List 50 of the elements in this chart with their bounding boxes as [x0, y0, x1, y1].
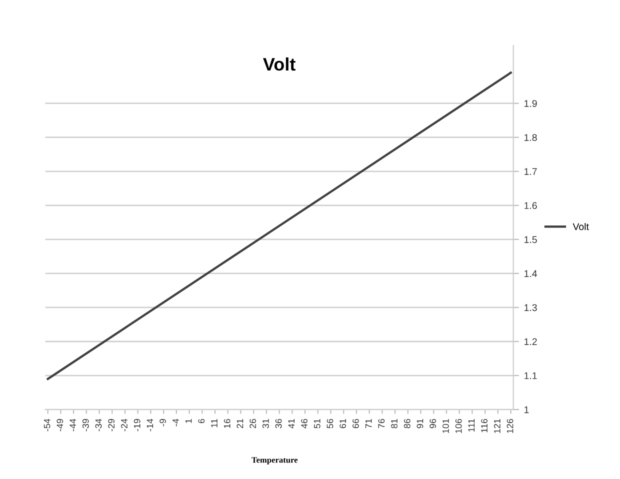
x-tick-label: 11: [211, 419, 218, 428]
x-tick-label: 121: [494, 419, 500, 433]
x-tick-label: 16: [224, 418, 230, 428]
x-tick-label: 76: [378, 418, 385, 428]
x-tick-label: 6: [198, 418, 205, 424]
x-tick-label: 126: [506, 418, 514, 433]
y-tick-label: 1.8: [524, 134, 537, 141]
x-tick-label: 66: [352, 418, 359, 428]
x-tick-label: 1: [185, 419, 192, 423]
x-tick-label: -39: [82, 419, 89, 432]
x-tick-label: -19: [134, 419, 140, 432]
x-tick-label: 91: [416, 419, 424, 428]
x-tick-label: -4: [172, 418, 179, 426]
legend-label: Volt: [572, 222, 589, 230]
y-tick-label: 1.1: [524, 372, 537, 380]
x-tick-label: 71: [365, 419, 372, 428]
x-tick-label: -24: [121, 418, 128, 432]
y-tick-label: 1.7: [524, 168, 537, 175]
y-tick-label: 1.4: [524, 270, 538, 277]
x-tick-label: 36: [275, 418, 282, 428]
x-tick-label: -44: [70, 418, 76, 432]
y-tick-label: 1.9: [524, 100, 537, 107]
x-tick-label: 51: [314, 419, 320, 428]
x-tick-label: -49: [56, 419, 64, 432]
x-tick-label: -54: [44, 418, 50, 432]
x-tick-label: 106: [455, 418, 462, 433]
x-tick-label: 101: [442, 419, 449, 433]
x-tick-label: 111: [468, 419, 475, 432]
x-tick-label: 56: [326, 418, 334, 428]
text: Volt: [263, 57, 296, 71]
x-axis-title: Temperature: [252, 457, 298, 464]
x-tick-label: -34: [95, 418, 102, 432]
x-tick-label: 86: [404, 418, 410, 428]
x-tick-label: -9: [160, 419, 166, 426]
x-tick-label: 21: [236, 419, 244, 428]
x-tick-label: 61: [340, 419, 346, 428]
x-tick-label: 26: [250, 418, 256, 428]
x-tick-label: 81: [391, 419, 398, 428]
x-tick-label: 116: [481, 418, 488, 432]
y-tick-label: 1.3: [524, 304, 537, 312]
y-tick-label: 1.5: [524, 236, 537, 244]
y-tick-label: 1.2: [524, 338, 537, 346]
x-tick-label: 46: [301, 418, 308, 428]
x-tick-label: -29: [108, 419, 115, 432]
x-tick-label: -14: [146, 418, 154, 432]
x-tick-label: 96: [430, 418, 436, 428]
y-tick-label: 1.6: [524, 202, 537, 210]
y-tick-label: 1: [524, 406, 529, 414]
x-tick-label: 41: [288, 419, 295, 428]
x-tick-label: 31: [262, 419, 269, 428]
